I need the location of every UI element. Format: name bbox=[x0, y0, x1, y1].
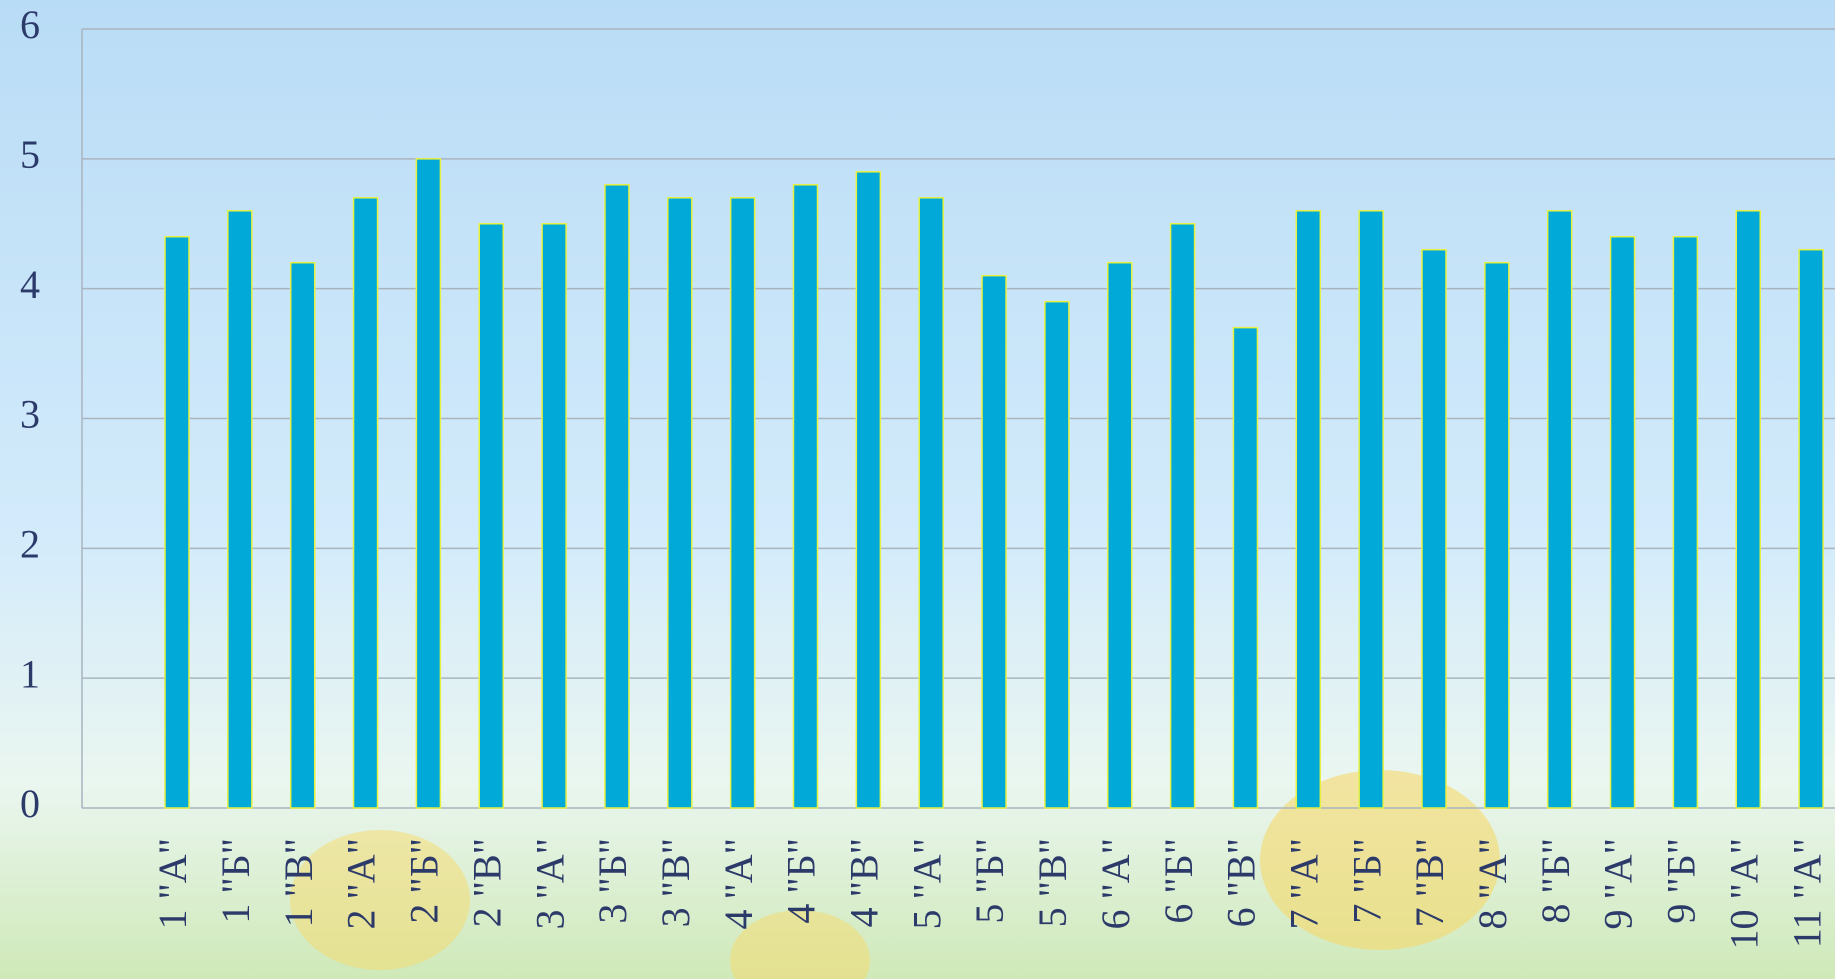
page: 0 1 2 3 4 5 6 1 "А" 1 "Б" 1 "В" 2 "А" 2 "Б" 2 "В" 3 "… bbox=[0, 0, 1835, 979]
x-tick-label: 8 "Б" bbox=[1533, 838, 1578, 924]
x-tick-label: 6 "Б" bbox=[1156, 838, 1201, 924]
bar bbox=[1233, 328, 1257, 808]
x-tick-label: 1 "Б" bbox=[213, 838, 258, 924]
y-tick-label: 5 bbox=[20, 132, 40, 177]
x-tick-label: 7 "А" bbox=[1281, 838, 1326, 930]
bar bbox=[354, 198, 378, 808]
bar bbox=[291, 263, 315, 808]
bar bbox=[794, 185, 818, 808]
bar bbox=[1108, 263, 1132, 808]
bar bbox=[1485, 263, 1509, 808]
bar bbox=[479, 224, 503, 808]
x-tick-label: 4 "А" bbox=[716, 838, 761, 930]
x-tick-label: 10 "А" bbox=[1721, 838, 1766, 950]
x-tick-label: 6 "А" bbox=[1093, 838, 1138, 930]
x-tick-label: 2 "Б" bbox=[402, 838, 447, 924]
x-tick-label: 5 "Б" bbox=[967, 838, 1012, 924]
y-tick-label: 4 bbox=[20, 262, 40, 307]
bar bbox=[228, 211, 252, 808]
bar bbox=[668, 198, 692, 808]
x-tick-label: 6 "В" bbox=[1219, 838, 1264, 927]
x-tick-label: 4 "В" bbox=[842, 838, 887, 927]
x-tick-label: 3 "В" bbox=[653, 838, 698, 927]
bar bbox=[416, 159, 440, 808]
bar bbox=[919, 198, 943, 808]
x-tick-label: 8 "А" bbox=[1470, 838, 1515, 930]
bar bbox=[1045, 302, 1069, 808]
x-tick-label: 7 "Б" bbox=[1344, 838, 1389, 924]
x-tick-label: 1 "В" bbox=[276, 838, 321, 927]
x-tick-label: 3 "Б" bbox=[590, 838, 635, 924]
bar bbox=[1799, 250, 1823, 808]
bar bbox=[856, 172, 880, 808]
x-tick-label: 7 "В" bbox=[1407, 838, 1452, 927]
y-tick-label: 0 bbox=[20, 781, 40, 826]
bar bbox=[542, 224, 566, 808]
x-tick-label: 9 "А" bbox=[1596, 838, 1641, 930]
y-tick-label: 2 bbox=[20, 522, 40, 567]
bar bbox=[1359, 211, 1383, 808]
bar bbox=[1673, 237, 1697, 808]
x-tick-label: 2 "А" bbox=[339, 838, 384, 930]
x-tick-label: 5 "А" bbox=[904, 838, 949, 930]
bar bbox=[605, 185, 629, 808]
bar bbox=[1548, 211, 1572, 808]
bar bbox=[165, 237, 189, 808]
x-tick-label: 3 "А" bbox=[527, 838, 572, 930]
x-tick-label: 9 "Б" bbox=[1659, 838, 1704, 924]
bar bbox=[982, 276, 1006, 808]
x-tick-label: 11 "А" bbox=[1784, 838, 1829, 948]
chart: 0 1 2 3 4 5 6 1 "А" 1 "Б" 1 "В" 2 "А" 2 "Б" 2 "В" 3 "… bbox=[0, 0, 1835, 979]
bar bbox=[1422, 250, 1446, 808]
y-tick-label: 1 bbox=[20, 651, 40, 696]
y-tick-label: 3 bbox=[20, 392, 40, 437]
x-tick-label: 4 "Б" bbox=[779, 838, 824, 924]
y-tick-label: 6 bbox=[20, 2, 40, 47]
bar bbox=[1296, 211, 1320, 808]
x-tick-label: 1 "А" bbox=[150, 838, 195, 930]
bar bbox=[1611, 237, 1635, 808]
x-tick-label: 5 "В" bbox=[1030, 838, 1075, 927]
bar bbox=[1736, 211, 1760, 808]
bar bbox=[731, 198, 755, 808]
bar bbox=[1171, 224, 1195, 808]
x-tick-label: 2 "В" bbox=[464, 838, 509, 927]
